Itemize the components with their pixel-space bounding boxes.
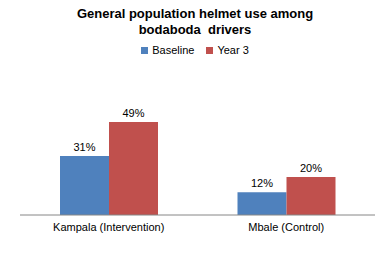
html-text:Year 3: Year 3 xyxy=(217,44,249,56)
svg-text:12%: 12% xyxy=(251,177,273,189)
svg-text:Kampala (Intervention): Kampala (Intervention) xyxy=(53,221,164,233)
svg-text:49%: 49% xyxy=(122,107,144,119)
svg-text:20%: 20% xyxy=(300,162,322,174)
svg-text:Mbale (Control): Mbale (Control) xyxy=(248,221,324,233)
html-text:General population helmet use: General population helmet use among boda… xyxy=(76,6,317,37)
svg-text:31%: 31% xyxy=(73,141,95,153)
html-text:Baseline: Baseline xyxy=(152,44,195,56)
